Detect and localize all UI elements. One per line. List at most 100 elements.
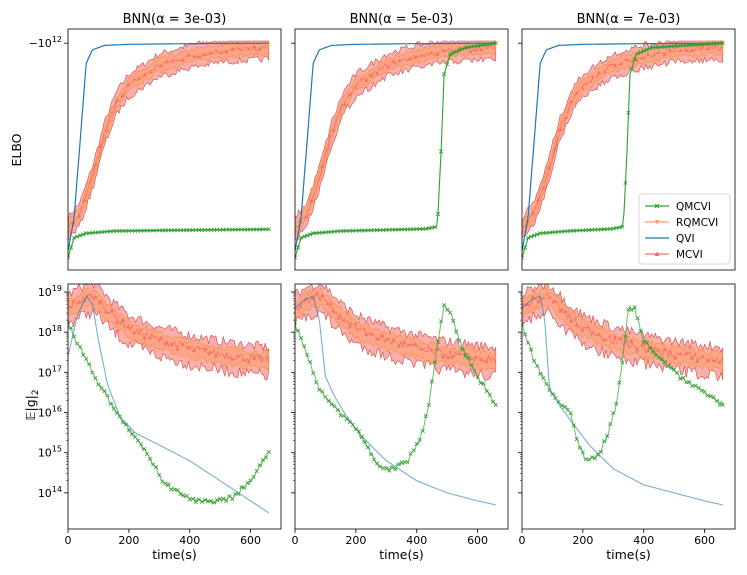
rqmcvi-marker [417,54,422,59]
qmcvi-marker [257,463,262,468]
qmcvi-marker [438,149,444,154]
legend-marker [654,251,660,256]
elbo-panel-3: BNN(α = 7e-03) [518,12,736,271]
mcvi-marker [596,332,601,336]
rqmcvi-marker [124,87,129,91]
qmcvi-marker [448,310,453,315]
mcvi-marker [530,210,535,215]
qmcvi-marker [362,439,368,445]
qmcvi-marker [381,466,386,471]
qmcvi-marker [620,224,625,229]
qmcvi-marker [426,226,431,231]
qmcvi-marker [699,388,704,393]
rqmcvi-marker [585,80,590,85]
qmcvi-marker [350,422,355,427]
subplot-title: BNN(α = 3e-03) [123,12,227,27]
qmcvi-marker [644,340,649,345]
mcvi-marker [331,308,336,313]
qmcvi-marker [553,395,558,401]
rqmcvi-marker [139,331,144,335]
qmcvi-marker [423,226,428,231]
qmcvi-marker [577,445,582,450]
qmcvi-marker [522,332,528,337]
qmcvi-marker [202,227,208,233]
qmcvi-marker [623,180,628,185]
rqmcvi-marker [344,318,349,323]
grad-ytick-exp: 18 [52,324,62,333]
qmcvi-marker [711,395,716,400]
rqmcvi-marker [263,358,268,362]
rqmcvi-marker [204,350,209,354]
grad-ytick-label: 1014 [38,485,62,500]
mcvi-marker [353,321,358,326]
rqmcvi-marker [571,97,576,102]
qmcvi-marker [432,360,438,365]
qmcvi-marker [75,234,80,239]
rqmcvi-marker [709,357,714,362]
rqmcvi-marker [80,297,85,302]
grad-ytick-label: 1016 [38,405,62,420]
rqmcvi-marker [658,51,663,56]
rqmcvi-marker [241,47,246,52]
qmcvi-marker [163,228,168,233]
qmcvi-marker [647,46,652,51]
rqmcvi-band [68,40,270,237]
grad-ytick-label: 1018 [38,324,62,339]
qmcvi-marker [299,235,304,240]
rqmcvi-marker [600,70,605,75]
qmcvi-marker [454,49,459,54]
mcvi-marker [159,63,164,68]
qmcvi-marker [178,228,183,233]
qmcvi-marker [245,480,250,485]
qmcvi-marker [384,466,389,471]
rqmcvi-marker [687,48,692,52]
qmcvi-marker [227,494,232,499]
rqmcvi-marker [658,350,663,354]
qmcvi-marker [605,434,610,439]
rqmcvi-marker [102,304,107,309]
rqmcvi-marker [87,183,92,188]
qmcvi-marker [647,345,652,350]
rqmcvi-marker [248,356,253,361]
qmcvi-marker [448,52,453,57]
qvi-line [295,42,496,252]
qmcvi-marker [218,227,223,232]
qmcvi-marker [202,497,208,502]
qmcvi-marker [105,393,110,398]
mcvi-marker [635,347,640,352]
elbo-axes-frame [294,28,509,271]
qmcvi-marker [532,233,537,238]
qmcvi-marker [481,381,486,386]
rqmcvi-marker [636,56,641,60]
qmcvi-marker [305,352,310,357]
elbo-ytick-base: −10 [29,37,52,50]
rqmcvi-marker [666,50,671,55]
qmcvi-marker [599,449,604,455]
rqmcvi-marker [673,49,678,53]
grad-ytick-base: 10 [38,447,52,460]
mcvi-marker [408,56,413,61]
rqmcvi-marker [322,158,327,163]
rqmcvi-marker [139,75,144,80]
rqmcvi-marker [204,51,209,56]
xtick-label: 200 [345,534,366,547]
rqmcvi-marker [102,132,107,136]
qmcvi-marker [236,491,241,496]
qmcvi-marker [157,472,162,478]
mcvi-marker [93,162,98,167]
rqmcvi-marker [146,334,151,338]
rqmcvi-marker [490,358,495,362]
mcvi-marker [695,358,700,363]
rqmcvi-marker [475,47,480,51]
rqmcvi-marker [395,341,400,346]
qmcvi-marker [193,227,198,233]
mcvi-marker [191,54,196,58]
qmcvi-marker [299,336,304,341]
qmcvi-marker [187,228,192,233]
mcvi-band [522,40,724,239]
mcvi-marker [230,46,235,51]
qmcvi-marker [641,340,646,345]
rqmcvi-marker [424,348,429,353]
qmcvi-marker [135,438,141,443]
